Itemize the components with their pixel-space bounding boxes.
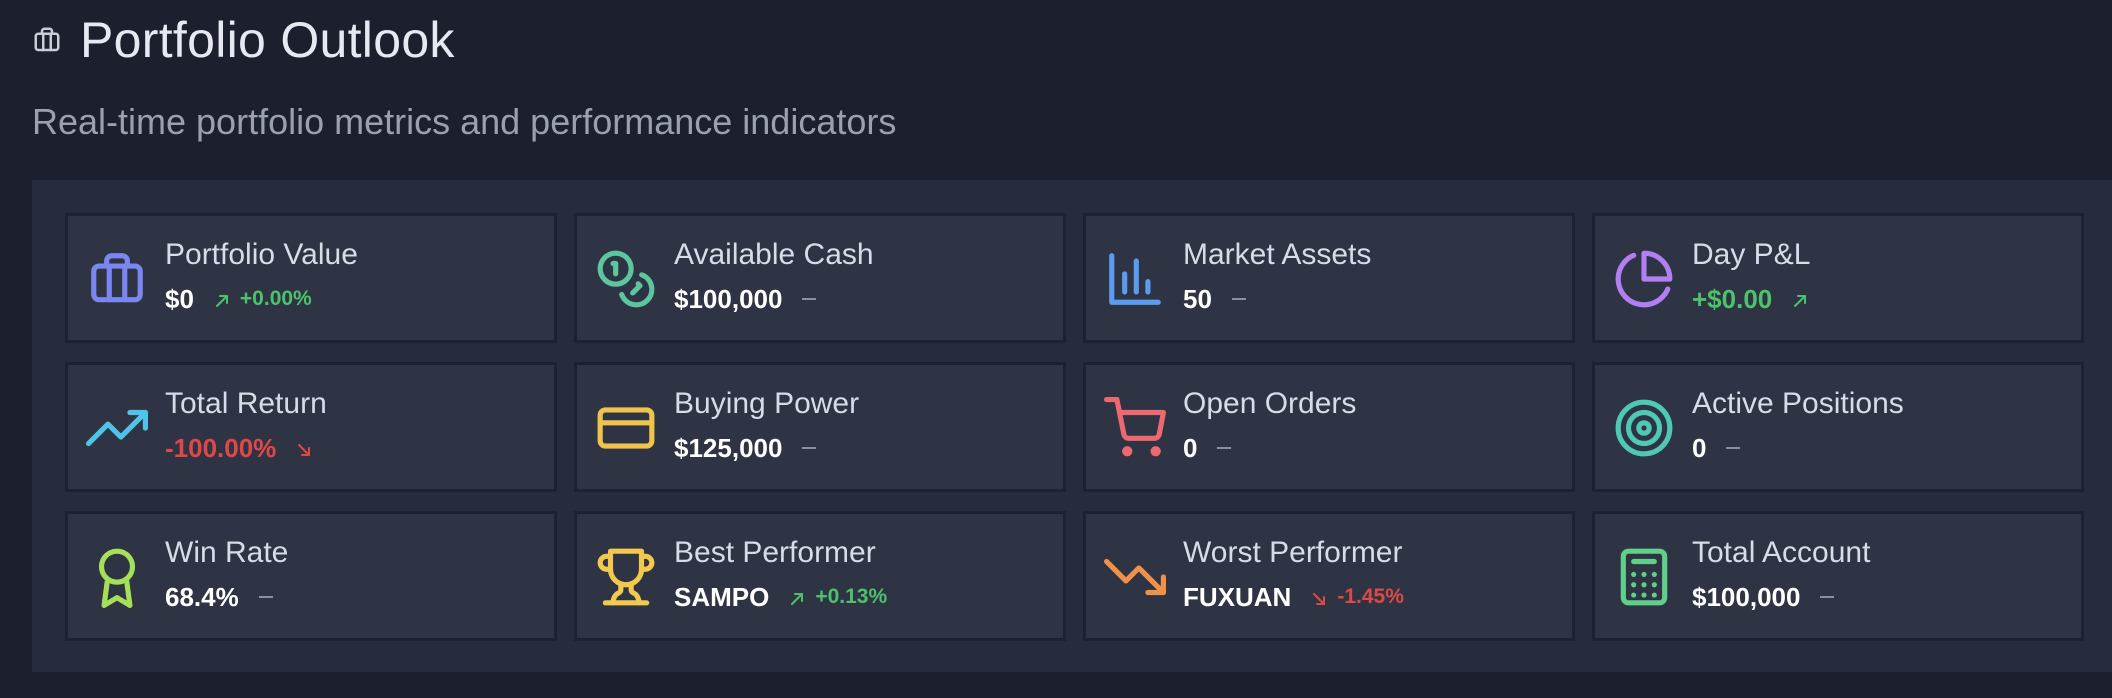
minus-icon bbox=[258, 596, 273, 598]
metric-value: 0 bbox=[1183, 433, 1198, 463]
metric-value-row: SAMPO +0.13% bbox=[674, 580, 887, 614]
metric-value-row: 0 bbox=[1183, 431, 1232, 465]
metric-value: $100,000 bbox=[1692, 582, 1801, 612]
metric-card: Total Account $100,000 bbox=[1592, 511, 2084, 641]
metric-value: 50 bbox=[1183, 284, 1212, 314]
trend-percent: -1.45% bbox=[1337, 585, 1404, 608]
metric-value: 68.4% bbox=[165, 582, 239, 612]
minus-icon bbox=[1217, 447, 1232, 449]
metric-card: Buying Power $125,000 bbox=[574, 362, 1066, 492]
trend-indicator: +0.00% bbox=[214, 287, 312, 311]
trend-indicator bbox=[296, 440, 322, 456]
metric-label: Day P&L bbox=[1692, 238, 1811, 271]
coins-icon bbox=[595, 248, 657, 310]
trend-indicator bbox=[1217, 447, 1232, 449]
metric-label: Buying Power bbox=[674, 387, 860, 420]
metric-value: SAMPO bbox=[674, 582, 770, 612]
arrow-down-right-icon bbox=[296, 440, 312, 456]
minus-icon bbox=[1231, 298, 1246, 300]
page-title: Portfolio Outlook bbox=[80, 12, 455, 68]
metrics-panel: Portfolio Value $0 +0.00% Available Cash $10… bbox=[32, 180, 2112, 672]
metric-card: Best Performer SAMPO +0.13% bbox=[574, 511, 1066, 641]
briefcase-icon bbox=[86, 248, 148, 310]
arrow-up-right-icon bbox=[214, 291, 230, 307]
metric-value: FUXUAN bbox=[1183, 582, 1292, 612]
metric-card: Win Rate 68.4% bbox=[65, 511, 557, 641]
bar-chart-icon bbox=[1104, 248, 1166, 310]
metric-value-row: 68.4% bbox=[165, 580, 273, 614]
metric-value: $100,000 bbox=[674, 284, 783, 314]
metric-card: Total Return -100.00% bbox=[65, 362, 557, 492]
trend-percent: +0.13% bbox=[815, 585, 888, 608]
minus-icon bbox=[1820, 596, 1835, 598]
arrow-down-right-icon bbox=[1311, 589, 1327, 605]
trophy-icon bbox=[595, 546, 657, 608]
metric-value-row: -100.00% bbox=[165, 431, 322, 465]
metric-card: Day P&L +$0.00 bbox=[1592, 213, 2084, 343]
trend-percent: +0.00% bbox=[239, 287, 312, 310]
shopping-cart-icon bbox=[1104, 397, 1166, 459]
trend-indicator bbox=[802, 298, 817, 300]
metric-label: Win Rate bbox=[165, 536, 289, 569]
metric-label: Worst Performer bbox=[1183, 536, 1403, 569]
trending-up-icon bbox=[86, 397, 149, 459]
metric-label: Best Performer bbox=[674, 536, 876, 569]
metric-value: $125,000 bbox=[674, 433, 783, 463]
calculator-icon bbox=[1613, 546, 1675, 608]
metric-value-row: $0 +0.00% bbox=[165, 282, 312, 316]
metric-value: $0 bbox=[165, 284, 194, 314]
minus-icon bbox=[1726, 447, 1741, 449]
metric-label: Market Assets bbox=[1183, 238, 1372, 271]
arrow-up-right-icon bbox=[789, 589, 805, 605]
credit-card-icon bbox=[595, 397, 657, 459]
metric-value-row: +$0.00 bbox=[1692, 282, 1818, 316]
page-header: Portfolio Outlook bbox=[32, 8, 455, 72]
briefcase-icon bbox=[32, 25, 62, 55]
page-subtitle: Real-time portfolio metrics and performa… bbox=[32, 101, 897, 142]
metric-value-row: $100,000 bbox=[1692, 580, 1835, 614]
metric-value: -100.00% bbox=[165, 433, 277, 463]
award-icon bbox=[86, 546, 148, 608]
metrics-grid: Portfolio Value $0 +0.00% Available Cash $10… bbox=[65, 213, 2084, 641]
trend-indicator bbox=[1726, 447, 1741, 449]
trend-indicator bbox=[802, 447, 817, 449]
arrow-up-right-icon bbox=[1792, 291, 1808, 307]
trending-down-icon bbox=[1104, 546, 1166, 608]
metric-value-row: $100,000 bbox=[674, 282, 817, 316]
metric-value-row: 0 bbox=[1692, 431, 1741, 465]
metric-value-row: $125,000 bbox=[674, 431, 817, 465]
trend-indicator bbox=[1231, 298, 1246, 300]
trend-indicator bbox=[258, 596, 273, 598]
metric-card: Active Positions 0 bbox=[1592, 362, 2084, 492]
metric-value-row: 50 bbox=[1183, 282, 1246, 316]
metric-label: Portfolio Value bbox=[165, 238, 358, 271]
metric-value: +$0.00 bbox=[1692, 284, 1773, 314]
metric-label: Open Orders bbox=[1183, 387, 1357, 420]
metric-label: Total Account bbox=[1692, 536, 1871, 569]
metric-label: Total Return bbox=[165, 387, 327, 420]
trend-indicator: -1.45% bbox=[1311, 585, 1404, 609]
minus-icon bbox=[802, 447, 817, 449]
pie-chart-icon bbox=[1613, 248, 1675, 310]
metric-label: Active Positions bbox=[1692, 387, 1904, 420]
metric-value-row: FUXUAN -1.45% bbox=[1183, 580, 1404, 614]
metric-card: Open Orders 0 bbox=[1083, 362, 1575, 492]
metric-card: Available Cash $100,000 bbox=[574, 213, 1066, 343]
metric-card: Market Assets 50 bbox=[1083, 213, 1575, 343]
minus-icon bbox=[802, 298, 817, 300]
target-icon bbox=[1613, 397, 1675, 459]
metric-card: Portfolio Value $0 +0.00% bbox=[65, 213, 557, 343]
metric-card: Worst Performer FUXUAN -1.45% bbox=[1083, 511, 1575, 641]
trend-indicator bbox=[1792, 291, 1818, 307]
trend-indicator bbox=[1820, 596, 1835, 598]
trend-indicator: +0.13% bbox=[789, 585, 887, 609]
metric-value: 0 bbox=[1692, 433, 1707, 463]
metric-label: Available Cash bbox=[674, 238, 874, 271]
